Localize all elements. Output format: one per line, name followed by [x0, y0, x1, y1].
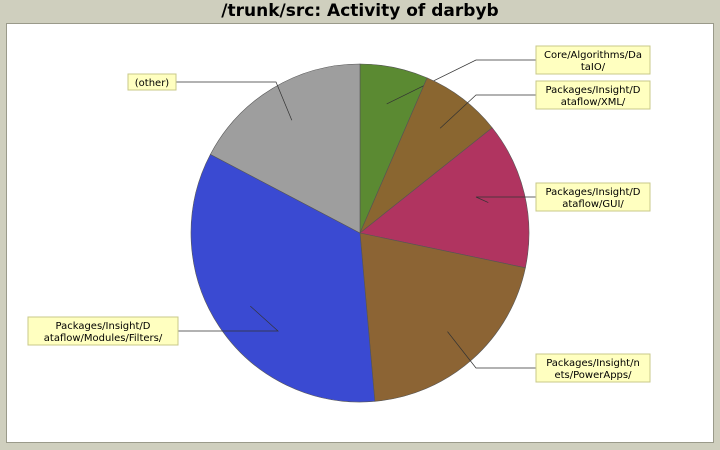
slice-label: ets/PowerApps/	[554, 370, 632, 381]
slice-label-box	[535, 353, 651, 383]
slice-label-box	[535, 182, 651, 212]
slice-label: ataflow/XML/	[561, 97, 626, 108]
pie-slice	[359, 127, 530, 269]
slice-label: taIO/	[581, 62, 606, 73]
leader-line	[178, 305, 279, 332]
pie-slice	[190, 153, 376, 403]
leader-line	[386, 59, 536, 105]
slice-label: Core/Algorithms/Da	[544, 50, 642, 61]
slice-label: Packages/Insight/n	[546, 358, 640, 369]
slice-label: (other)	[135, 78, 170, 89]
slice-label-box	[535, 80, 651, 110]
leader-line	[176, 81, 293, 121]
slice-label: ataflow/GUI/	[562, 199, 624, 210]
pie-slice	[359, 232, 526, 402]
slice-label: ataflow/Modules/Filters/	[44, 333, 163, 344]
leader-line	[439, 94, 536, 129]
slice-label-box	[535, 45, 651, 75]
leader-line	[447, 331, 536, 369]
leader-line	[475, 196, 536, 203]
slice-label-box	[127, 73, 177, 91]
slice-label: Packages/Insight/D	[546, 187, 641, 198]
chart-title: /trunk/src: Activity of darbyb	[221, 1, 499, 21]
slice-label: Packages/Insight/D	[546, 85, 641, 96]
pie-slice	[209, 63, 361, 234]
slice-label: Packages/Insight/D	[56, 321, 151, 332]
slice-label-box	[27, 316, 179, 346]
